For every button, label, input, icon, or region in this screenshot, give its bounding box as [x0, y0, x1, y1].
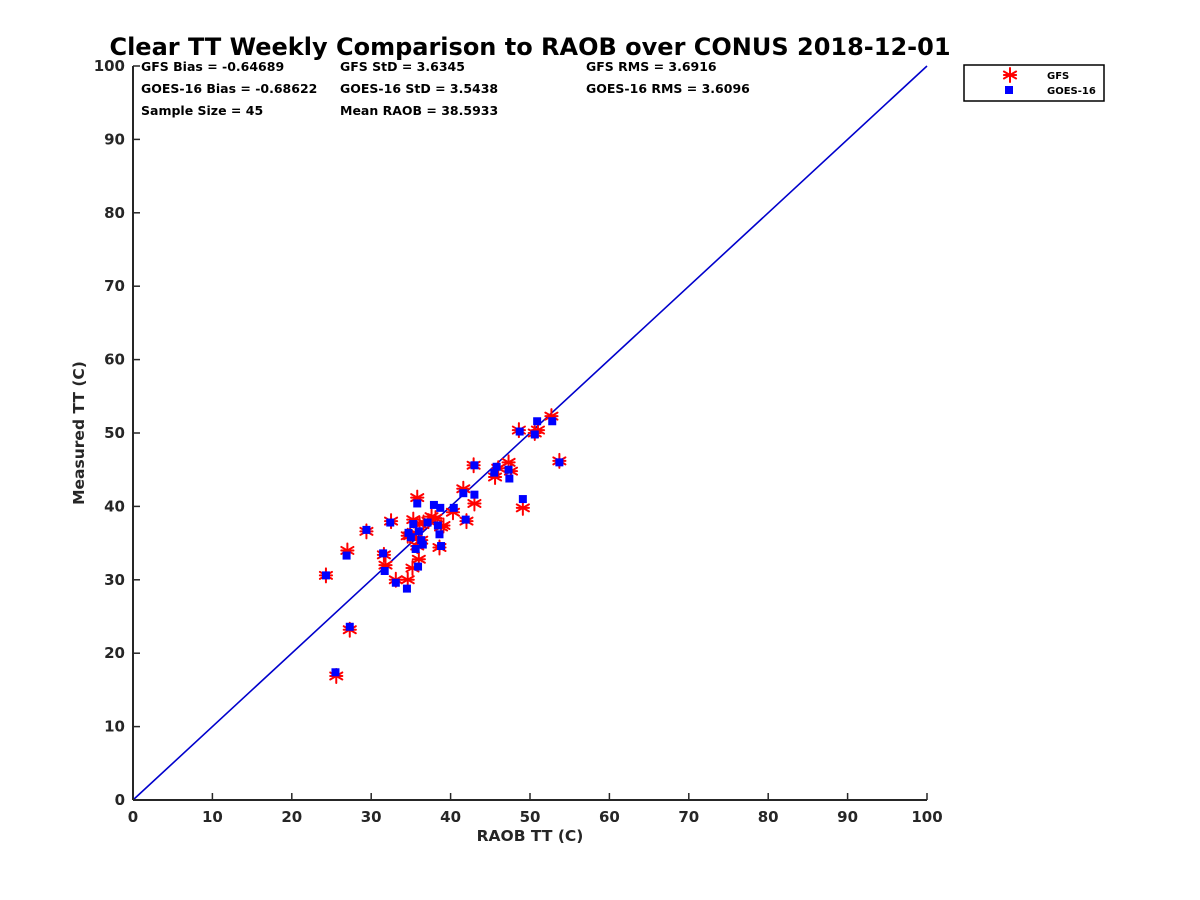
goes16-point [490, 468, 499, 477]
x-tick-label: 0 [128, 808, 138, 826]
y-axis-label: Measured TT (C) [70, 361, 88, 505]
legend-gfs-marker [1002, 67, 1018, 83]
goes16-point [548, 417, 557, 426]
x-tick-label: 90 [837, 808, 858, 826]
x-tick-label: 10 [202, 808, 223, 826]
legend-box [963, 64, 1105, 102]
goes16-point [429, 500, 438, 509]
goes16-point [342, 551, 351, 560]
y-tick-label: 90 [104, 130, 125, 148]
legend-gfs-asterisk [1002, 67, 1018, 83]
stat-sample-size: Sample Size = 45 [141, 103, 263, 118]
goes16-point [504, 465, 513, 474]
stat-mean-raob: Mean RAOB = 38.5933 [340, 103, 498, 118]
x-tick-label: 80 [758, 808, 779, 826]
goes16-point [404, 528, 413, 537]
x-tick-label: 20 [281, 808, 302, 826]
x-tick-label: 50 [520, 808, 541, 826]
x-tick-label: 40 [440, 808, 461, 826]
goes16-point [435, 530, 444, 539]
y-axis-ticks: 0 10 20 30 40 50 60 70 80 90 100 [94, 57, 140, 809]
goes16-point [518, 495, 527, 504]
goes16-point [331, 668, 340, 677]
goes16-point [492, 462, 501, 471]
goes16-point [417, 536, 426, 545]
x-axis-label: RAOB TT (C) [477, 827, 584, 845]
legend-goes16-label: GOES-16 [1047, 86, 1096, 97]
goes16-point [449, 503, 458, 512]
goes16-point [414, 562, 423, 571]
y-tick-label: 40 [104, 497, 125, 515]
goes16-point [321, 571, 330, 580]
goes16-point [533, 417, 542, 426]
goes16-point [555, 458, 564, 467]
goes16-point [362, 525, 371, 534]
goes16-point [345, 622, 354, 631]
goes16-point [470, 490, 479, 499]
goes16-point [386, 518, 395, 527]
y-tick-label: 100 [94, 57, 125, 75]
gfs-point [515, 499, 530, 516]
goes16-point [530, 430, 539, 439]
gfs-point [530, 422, 546, 439]
y-tick-label: 60 [104, 351, 125, 369]
chart-title: Clear TT Weekly Comparison to RAOB over … [109, 33, 950, 61]
y-tick-label: 0 [115, 791, 125, 809]
goes16-series [321, 417, 564, 677]
y-tick-label: 70 [104, 277, 125, 295]
y-tick-label: 10 [104, 718, 125, 736]
x-tick-label: 60 [599, 808, 620, 826]
goes16-point [379, 549, 388, 558]
legend-goes16-square [1005, 86, 1013, 94]
goes16-point [433, 521, 442, 530]
goes16-point [402, 584, 411, 593]
stat-gfs-bias: GFS Bias = -0.64689 [141, 59, 284, 74]
y-tick-label: 20 [104, 644, 125, 662]
x-tick-label: 100 [911, 808, 942, 826]
goes16-point [413, 499, 422, 508]
goes16-point [418, 540, 427, 549]
goes16-point [406, 533, 415, 542]
goes16-point [461, 515, 470, 524]
gfs-point [400, 571, 415, 588]
gfs-point [467, 495, 482, 512]
y-tick-label: 50 [104, 424, 125, 442]
legend: GFS GOES-16 [963, 64, 1105, 102]
y-tick-label: 30 [104, 571, 125, 589]
goes16-point [414, 527, 423, 536]
goes16-point [380, 566, 389, 575]
goes16-point [391, 578, 400, 587]
goes16-point [470, 461, 479, 470]
goes16-point [436, 503, 445, 512]
goes16-point [409, 520, 418, 529]
goes16-point [505, 474, 514, 483]
stat-goes-std: GOES-16 StD = 3.5438 [340, 81, 498, 96]
goes16-point [459, 489, 468, 498]
goes16-point [515, 427, 524, 436]
legend-goes16-marker [1005, 86, 1013, 94]
y-tick-label: 80 [104, 204, 125, 222]
x-axis-ticks: 0 10 20 30 40 50 60 70 80 90 100 [128, 793, 943, 826]
stat-gfs-std: GFS StD = 3.6345 [340, 59, 465, 74]
x-tick-label: 30 [361, 808, 382, 826]
goes16-point [411, 544, 420, 553]
stat-goes-bias: GOES-16 Bias = -0.68622 [141, 81, 317, 96]
stat-gfs-rms: GFS RMS = 3.6916 [586, 59, 717, 74]
x-tick-label: 70 [678, 808, 699, 826]
goes16-point [423, 518, 432, 527]
goes16-point [437, 542, 446, 551]
legend-gfs-label: GFS [1047, 71, 1069, 82]
stat-goes-rms: GOES-16 RMS = 3.6096 [586, 81, 750, 96]
